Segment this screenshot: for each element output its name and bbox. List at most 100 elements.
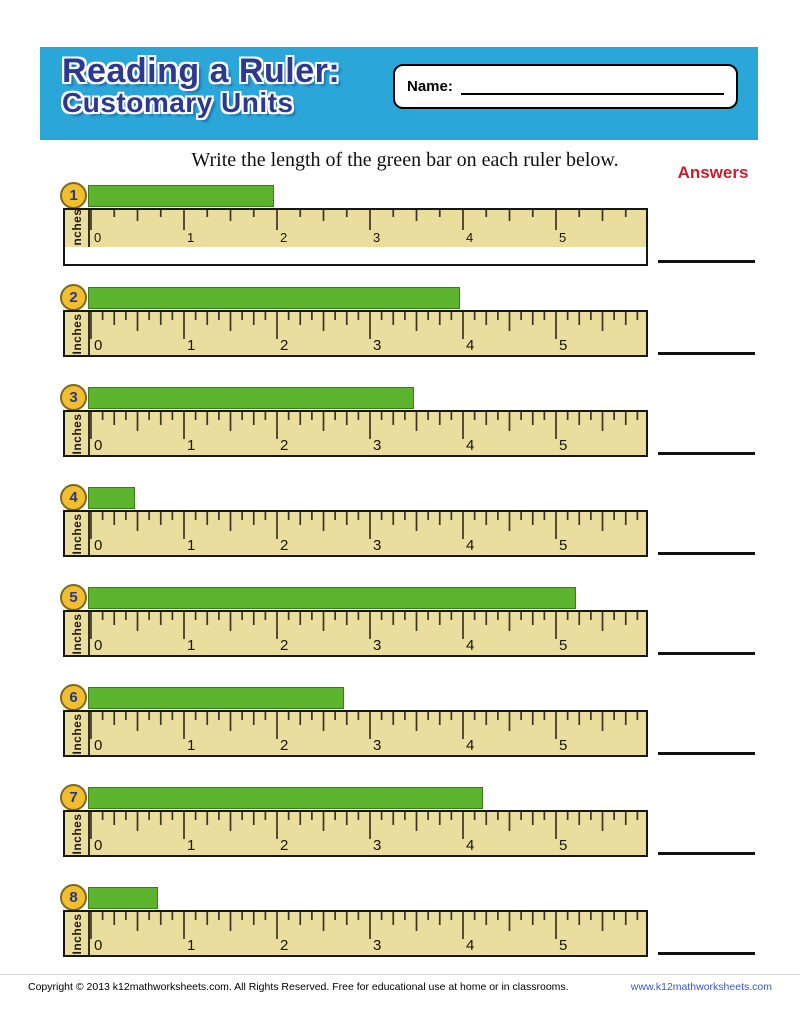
- answer-blank-line[interactable]: [658, 852, 755, 855]
- answer-blank-line[interactable]: [658, 352, 755, 355]
- problem-number-badge: 6: [60, 684, 87, 711]
- instruction-text: Write the length of the green bar on eac…: [191, 149, 619, 171]
- ruler-unit-zone: Inches: [65, 512, 90, 555]
- ruler-inch-number: 3: [373, 937, 382, 954]
- page-title-line1: Reading a Ruler:: [62, 52, 341, 90]
- ruler-tick-area: 0 1 2 3 4 5: [90, 812, 646, 855]
- problem-number-badge: 5: [60, 584, 87, 611]
- ruler-inch-number: 2: [280, 737, 289, 754]
- ruler-tick-area: 0 1 2 3 4 5: [90, 312, 646, 355]
- ruler-inch-number: 0: [94, 737, 103, 754]
- green-measure-bar: [88, 587, 577, 609]
- answer-blank-line[interactable]: [658, 452, 755, 455]
- ruler-tick-area: 0 1 2 3 4 5: [90, 512, 646, 555]
- ruler: Inches 0 1 2 3 4 5: [63, 610, 648, 657]
- problem-number-badge: 7: [60, 784, 87, 811]
- green-measure-bar: [88, 787, 484, 809]
- ruler-face: Inches 0 1 2 3 4 5: [65, 512, 646, 555]
- ruler-unit-label: Inches: [69, 412, 84, 455]
- problem-number: 7: [69, 789, 78, 806]
- page-title: Reading a Ruler: Customary Units: [62, 54, 340, 117]
- answer-blank-line[interactable]: [658, 752, 755, 755]
- ruler-inch-number: 0: [94, 937, 103, 954]
- green-measure-bar: [88, 287, 460, 309]
- ruler-unit-zone: Inches: [65, 312, 90, 355]
- ruler-unit-label: Inches: [69, 612, 84, 655]
- problem-number-badge: 3: [60, 384, 87, 411]
- ruler-ticks-graphic: [90, 512, 639, 539]
- header-banner: Reading a Ruler: Customary Units Name:: [40, 47, 758, 140]
- problem-number: 3: [69, 389, 78, 406]
- ruler-face: Inches 0 1 2 3 4 5: [65, 210, 646, 247]
- answer-blank-line[interactable]: [658, 652, 755, 655]
- ruler: Inches 0 1 2 3 4 5: [63, 410, 648, 457]
- ruler-unit-zone: Inches: [65, 812, 90, 855]
- green-measure-bar: [88, 687, 344, 709]
- ruler-inch-number: 5: [559, 230, 567, 245]
- ruler-row: 2 Inches 0 1 2 3 4 5: [0, 284, 800, 374]
- problem-number-badge: 4: [60, 484, 87, 511]
- ruler: Inches 0 1 2 3 4 5: [63, 710, 648, 757]
- ruler-face: Inches 0 1 2 3 4 5: [65, 812, 646, 855]
- footer-website-link[interactable]: www.k12mathworksheets.com: [630, 981, 772, 993]
- ruler-inch-number: 0: [94, 337, 103, 354]
- problem-number: 4: [69, 489, 78, 506]
- answer-blank-line[interactable]: [658, 260, 755, 263]
- ruler: Inches 0 1 2 3 4 5: [63, 910, 648, 957]
- problem-number: 5: [69, 589, 78, 606]
- ruler-inch-number: 2: [280, 637, 289, 654]
- ruler-face: Inches 0 1 2 3 4 5: [65, 912, 646, 955]
- ruler-inch-number: 1: [187, 737, 196, 754]
- problem-number-badge: 8: [60, 884, 87, 911]
- ruler-face: Inches 0 1 2 3 4 5: [65, 412, 646, 455]
- ruler-ticks-graphic: [90, 612, 639, 639]
- ruler-unit-label: Inches: [69, 512, 84, 555]
- ruler-inch-number: 0: [94, 637, 103, 654]
- ruler-inch-number: 1: [187, 437, 196, 454]
- ruler: Inches 0 1 2 3 4 5: [63, 208, 648, 266]
- ruler-tick-area: 0 1 2 3 4 5: [90, 412, 646, 455]
- ruler-row: 6 Inches 0 1 2 3 4 5: [0, 684, 800, 774]
- answer-blank-line[interactable]: [658, 552, 755, 555]
- ruler-ticks-graphic: [90, 412, 639, 439]
- ruler: Inches 0 1 2 3 4 5: [63, 310, 648, 357]
- ruler-ticks-graphic: [90, 912, 639, 939]
- ruler-unit-label: Inches: [69, 912, 84, 955]
- ruler-inch-number: 2: [280, 537, 289, 554]
- ruler-inch-number: 3: [373, 337, 382, 354]
- ruler-face: Inches 0 1 2 3 4 5: [65, 612, 646, 655]
- ruler-unit-zone: Inches: [65, 712, 90, 755]
- page-title-line2: Customary Units: [62, 86, 294, 118]
- ruler-inch-number: 4: [466, 737, 475, 754]
- ruler-inch-number: 3: [373, 737, 382, 754]
- ruler-inch-number: 1: [187, 337, 196, 354]
- ruler-inch-number: 4: [466, 637, 475, 654]
- ruler-inch-number: 4: [466, 937, 475, 954]
- ruler-inch-number: 3: [373, 437, 382, 454]
- ruler-unit-label: Inches: [69, 712, 84, 755]
- problem-number-badge: 1: [60, 182, 87, 209]
- ruler-inch-number: 0: [94, 837, 103, 854]
- ruler-inch-number: 0: [94, 230, 102, 245]
- ruler-inch-number: 5: [559, 837, 568, 854]
- answer-blank-line[interactable]: [658, 952, 755, 955]
- name-input-line[interactable]: [460, 92, 724, 95]
- answers-heading: Answers: [677, 163, 749, 182]
- ruler-unit-label: Inches: [69, 312, 84, 355]
- ruler-inch-number: 1: [187, 230, 195, 245]
- problem-number: 6: [69, 689, 78, 706]
- ruler-row: 5 Inches 0 1 2 3 4 5: [0, 584, 800, 674]
- problem-number-badge: 2: [60, 284, 87, 311]
- problem-number: 1: [69, 187, 78, 204]
- ruler-unit-zone: Inches: [65, 912, 90, 955]
- green-measure-bar: [88, 887, 158, 909]
- green-measure-bar: [88, 387, 414, 409]
- green-measure-bar: [88, 487, 135, 509]
- ruler-tick-area: 0 1 2 3 4 5: [90, 210, 646, 247]
- name-label: Name:: [407, 78, 453, 95]
- ruler-row: 4 Inches 0 1 2 3 4 5: [0, 484, 800, 574]
- ruler-tick-area: 0 1 2 3 4 5: [90, 912, 646, 955]
- ruler-unit-zone: Inches: [65, 612, 90, 655]
- ruler-inch-number: 3: [373, 837, 382, 854]
